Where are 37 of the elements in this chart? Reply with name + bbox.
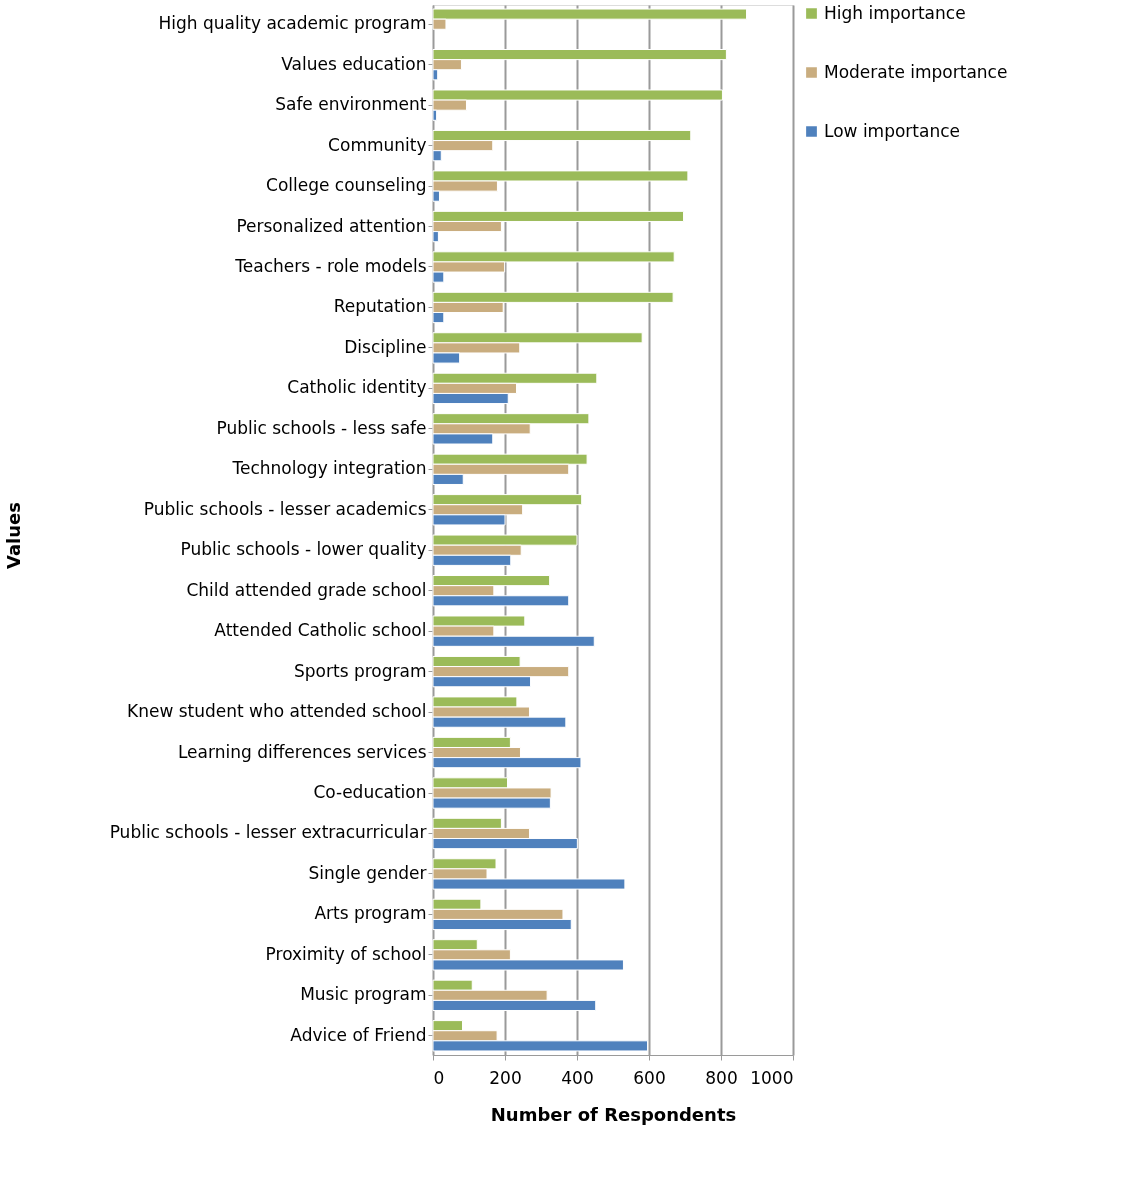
y-tick-label: Arts program — [314, 903, 427, 924]
legend-label: Moderate importance — [824, 61, 1008, 82]
y-tick-label: High quality academic program — [158, 13, 427, 34]
legend-label: Low importance — [824, 120, 961, 141]
y-tick-label: Personalized attention — [236, 215, 427, 236]
y-tick-label: Child attended grade school — [186, 579, 427, 600]
y-tick-label: Public schools - lower quality — [180, 539, 427, 560]
y-tick-label: Co-education — [313, 782, 427, 803]
y-tick-label: Catholic identity — [287, 377, 427, 398]
y-tick-label: Safe environment — [275, 94, 427, 115]
y-tick-label: Teachers - role models — [234, 255, 427, 276]
y-tick-label: Reputation — [333, 296, 427, 317]
x-tick-label: 400 — [561, 1067, 594, 1088]
y-tick-label: Values education — [281, 53, 427, 74]
legend-label: High importance — [824, 2, 966, 23]
y-tick-label: Technology integration — [231, 458, 427, 479]
y-tick-label: Proximity of school — [265, 943, 427, 964]
y-tick-label: College counseling — [266, 175, 427, 196]
x-tick-label: 600 — [633, 1067, 666, 1088]
y-tick-label: Knew student who attended school — [127, 701, 427, 722]
y-tick-label: Public schools - less safe — [216, 417, 427, 438]
x-axis-title: Number of Respondents — [490, 1103, 737, 1125]
y-tick-label: Attended Catholic school — [214, 620, 427, 641]
y-tick-label: Advice of Friend — [290, 1024, 427, 1045]
x-tick-label: 0 — [433, 1067, 445, 1088]
y-tick-label: Learning differences services — [177, 741, 427, 762]
y-axis-title: Values — [2, 502, 24, 569]
y-tick-label: Music program — [300, 984, 427, 1005]
x-tick-label: 800 — [705, 1067, 738, 1088]
y-tick-label: Discipline — [344, 336, 427, 357]
x-tick-label: 200 — [489, 1067, 522, 1088]
x-tick-label: 1000 — [750, 1067, 794, 1088]
y-tick-label: Public schools - lesser extracurricular — [109, 822, 427, 843]
y-tick-label: Single gender — [308, 862, 427, 883]
y-tick-label: Public schools - lesser academics — [143, 498, 427, 519]
y-tick-label: Sports program — [294, 660, 427, 681]
y-tick-label: Community — [328, 134, 427, 155]
